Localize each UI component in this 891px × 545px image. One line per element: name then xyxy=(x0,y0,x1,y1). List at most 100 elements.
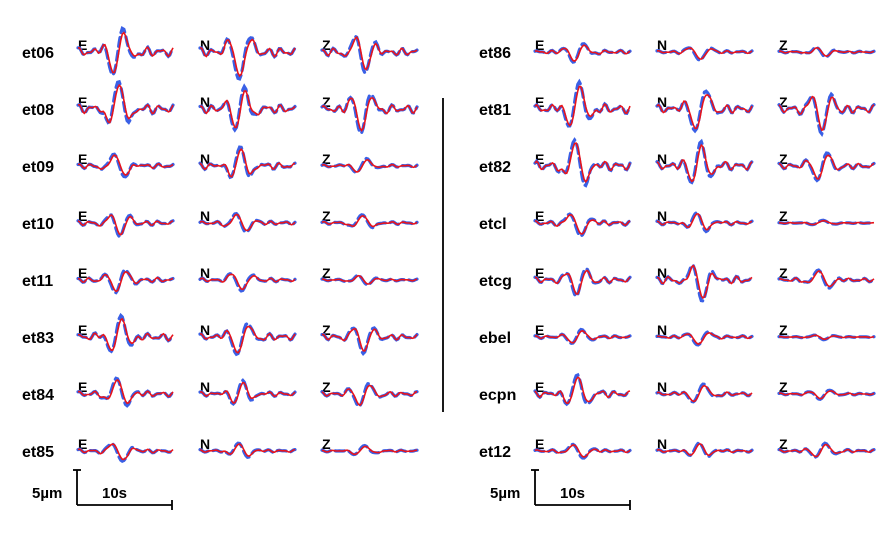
component-label: E xyxy=(535,379,544,395)
station-label: et10 xyxy=(22,216,54,233)
synthetic-waveform xyxy=(534,444,631,458)
scale-bars: 5µm 10s 5µm 10s xyxy=(32,469,631,510)
trace-et06-Z: Z xyxy=(320,34,419,76)
trace-et86-N: N xyxy=(655,37,754,63)
synthetic-waveform xyxy=(200,38,296,78)
trace-et86-E: E xyxy=(533,37,632,64)
scale-bar: 5µm 10s xyxy=(490,469,631,510)
synthetic-waveform xyxy=(77,214,174,236)
trace-ebel-E: E xyxy=(533,322,632,345)
trace-etcl-E: E xyxy=(533,208,632,238)
component-label: Z xyxy=(779,322,788,338)
trace-et10-N: N xyxy=(198,208,297,234)
synthetic-waveform xyxy=(77,271,174,293)
component-label: E xyxy=(535,94,544,110)
component-label: N xyxy=(657,436,667,452)
synthetic-waveform xyxy=(656,442,753,457)
trace-et08-E: E xyxy=(76,79,175,125)
synthetic-waveform xyxy=(199,147,296,178)
component-label: N xyxy=(657,322,667,338)
component-label: E xyxy=(535,208,544,224)
station-row-et09: et09 E N Z xyxy=(22,145,419,180)
observed-waveform xyxy=(76,312,175,354)
component-label: N xyxy=(657,379,667,395)
synthetic-waveform xyxy=(656,264,753,300)
observed-waveform xyxy=(655,382,754,404)
station-row-etcl: etcl E N Z xyxy=(479,208,876,238)
trace-et84-E: E xyxy=(76,376,175,408)
observed-waveform xyxy=(320,213,419,230)
component-label: Z xyxy=(779,94,788,110)
component-label: Z xyxy=(322,151,331,167)
component-label: E xyxy=(78,322,87,338)
observed-waveform xyxy=(533,266,632,299)
synthetic-waveform xyxy=(321,158,418,173)
trace-et85-N: N xyxy=(198,436,297,460)
synthetic-waveform xyxy=(321,384,418,407)
component-label: N xyxy=(200,94,210,110)
component-label: N xyxy=(200,436,210,452)
station-row-et08: et08 E N Z xyxy=(22,79,419,135)
trace-et11-E: E xyxy=(76,265,175,295)
station-label: et84 xyxy=(22,387,54,404)
station-label: et81 xyxy=(479,102,511,119)
synthetic-waveform xyxy=(656,94,753,130)
synthetic-waveform xyxy=(321,214,418,228)
trace-et84-N: N xyxy=(198,378,297,407)
trace-et81-E: E xyxy=(533,78,632,128)
station-row-et10: et10 E N Z xyxy=(22,208,419,239)
component-label: E xyxy=(78,265,87,281)
component-label: N xyxy=(200,379,210,395)
synthetic-waveform xyxy=(656,331,753,345)
trace-et09-E: E xyxy=(76,151,175,179)
component-label: E xyxy=(535,322,544,338)
component-label: Z xyxy=(779,265,788,281)
trace-et12-E: E xyxy=(533,436,632,460)
station-label: etcg xyxy=(479,273,512,290)
station-row-et86: et86 E N Z xyxy=(479,37,876,64)
station-label: etcl xyxy=(479,216,507,233)
observed-waveform xyxy=(198,145,297,180)
component-label: Z xyxy=(779,37,788,53)
trace-et83-Z: Z xyxy=(320,322,419,356)
component-label: Z xyxy=(779,151,788,167)
synthetic-waveform xyxy=(534,329,631,344)
observed-waveform xyxy=(76,79,175,125)
component-label: Z xyxy=(779,436,788,452)
synthetic-waveform xyxy=(778,95,875,132)
station-label: et12 xyxy=(479,444,511,461)
synthetic-waveform xyxy=(199,273,296,291)
component-label: Z xyxy=(322,265,331,281)
trace-ecpn-Z: Z xyxy=(777,379,876,401)
synthetic-waveform xyxy=(656,384,753,403)
scale-bar: 5µm 10s xyxy=(32,469,173,510)
component-label: N xyxy=(657,94,667,110)
observed-waveform xyxy=(777,388,876,401)
station-row-et83: et83 E N Z xyxy=(22,312,419,357)
synthetic-waveform xyxy=(534,213,631,235)
component-label: Z xyxy=(322,436,331,452)
trace-et10-E: E xyxy=(76,208,175,239)
observed-waveform xyxy=(320,326,419,356)
station-label: et09 xyxy=(22,159,54,176)
trace-et08-N: N xyxy=(198,83,297,133)
trace-et11-N: N xyxy=(198,265,297,293)
amplitude-scale-label: 5µm xyxy=(490,485,520,502)
component-label: E xyxy=(78,94,87,110)
synthetic-waveform xyxy=(778,219,875,226)
synthetic-waveform xyxy=(322,36,418,71)
component-label: E xyxy=(78,151,87,167)
station-label: ebel xyxy=(479,330,511,347)
synthetic-waveform xyxy=(321,97,418,132)
trace-ebel-Z: Z xyxy=(777,322,876,342)
station-label: et85 xyxy=(22,444,54,461)
station-row-etcg: etcg E N Z xyxy=(479,263,876,303)
synthetic-waveform xyxy=(534,142,631,184)
station-label: ecpn xyxy=(479,387,516,404)
synthetic-waveform xyxy=(656,47,753,60)
observed-waveform xyxy=(320,34,419,76)
observed-waveform xyxy=(655,138,754,185)
station-label: et83 xyxy=(22,330,54,347)
synthetic-waveform xyxy=(534,269,631,295)
